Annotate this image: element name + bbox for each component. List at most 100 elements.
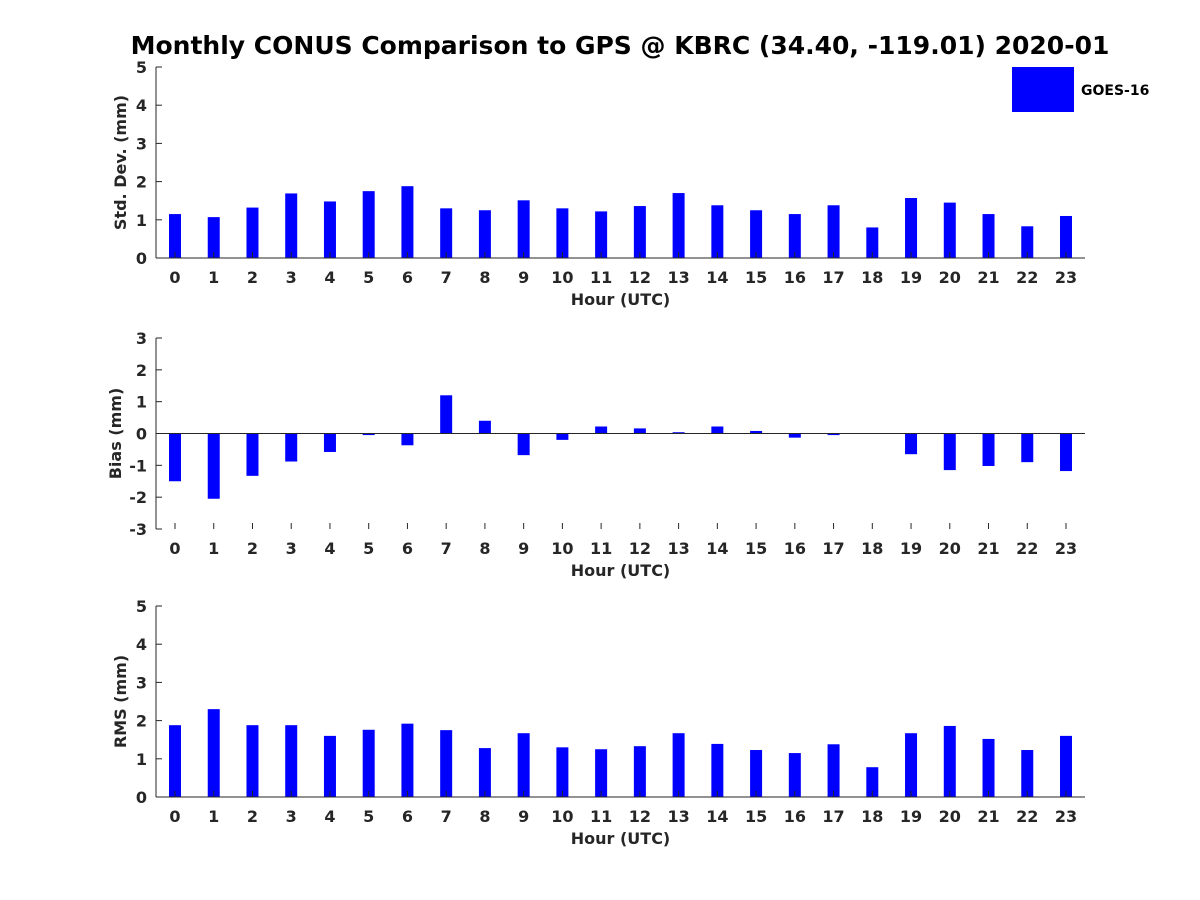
std-dev-bar-22 [1021,226,1034,258]
rms-x-tick-label: 23 [1055,807,1077,826]
std-dev-bar-7 [440,208,453,258]
std-dev-bar-17 [827,205,840,258]
bias-x-tick-label: 20 [939,539,961,558]
std-dev-bar-14 [711,205,724,258]
bias-bar-19 [905,433,918,455]
bias-bar-21 [982,433,995,466]
std-dev-bar-21 [982,214,995,258]
bias-x-tick-label: 2 [247,539,258,558]
bias-x-tick-label: 12 [629,539,651,558]
std-dev-bar-4 [323,201,336,258]
bias-x-tick-label: 11 [590,539,612,558]
std-dev-y-tick-label: 0 [136,249,147,268]
rms-x-tick-label: 13 [667,807,689,826]
bias-x-label: Hour (UTC) [571,561,671,580]
rms-bar-17 [827,744,840,797]
std-dev-bar-6 [401,186,414,258]
rms-x-tick-label: 22 [1016,807,1038,826]
std-dev-x-tick-label: 1 [208,268,219,287]
std-dev-x-label: Hour (UTC) [571,290,671,309]
rms-bar-15 [750,750,763,797]
bias-bar-17 [827,433,840,436]
rms-bar-12 [633,746,646,797]
bias-x-tick-label: 1 [208,539,219,558]
rms-x-tick-label: 6 [402,807,413,826]
rms-x-tick-label: 5 [363,807,374,826]
rms-y-tick-label: 3 [136,673,147,692]
std-dev-bar-12 [633,206,646,258]
bias-bar-15 [750,430,763,434]
rms-x-tick-label: 16 [784,807,806,826]
bias-bar-22 [1021,433,1034,463]
bias-y-tick-label: 0 [136,425,147,444]
std-dev-x-tick-label: 13 [667,268,689,287]
rms-y-tick-label: 4 [136,635,147,654]
bias-x-tick-label: 18 [861,539,883,558]
std-dev-bar-13 [672,193,685,258]
bias-y-tick-label: 1 [136,393,147,412]
bias-x-tick-label: 16 [784,539,806,558]
bias-bar-8 [478,420,491,434]
bias-bar-1 [207,433,220,499]
bias-x-tick-label: 13 [667,539,689,558]
bias-bar-14 [711,426,724,434]
bias-bar-10 [556,433,569,440]
rms-bar-18 [866,767,879,797]
rms-x-tick-label: 18 [861,807,883,826]
rms-y-tick-label: 2 [136,712,147,731]
std-dev-x-tick-label: 8 [479,268,490,287]
rms-bar-21 [982,738,995,797]
std-dev-x-tick-label: 14 [706,268,728,287]
bias-x-tick-label: 14 [706,539,728,558]
std-dev-x-tick-label: 18 [861,268,883,287]
rms-bar-8 [478,748,491,797]
std-dev-y-tick-label: 1 [136,211,147,230]
rms-bar-9 [517,733,530,797]
rms-bar-6 [401,723,414,797]
std-dev-x-tick-label: 10 [551,268,573,287]
std-dev-bar-10 [556,208,569,258]
rms-x-tick-label: 10 [551,807,573,826]
std-dev-x-tick-label: 19 [900,268,922,287]
bias-x-tick-label: 9 [518,539,529,558]
bias-bar-9 [517,433,530,456]
rms-x-tick-label: 1 [208,807,219,826]
rms-bar-11 [595,749,608,797]
rms-bar-14 [711,743,724,797]
rms-x-tick-label: 21 [977,807,999,826]
std-dev-bar-8 [478,210,491,258]
chart-title: Monthly CONUS Comparison to GPS @ KBRC (… [131,31,1110,60]
bias-x-tick-label: 23 [1055,539,1077,558]
std-dev-x-tick-label: 0 [169,268,180,287]
legend-label: GOES-16 [1081,83,1149,99]
std-dev-bar-16 [788,214,801,258]
legend-swatch [1012,67,1074,112]
bias-bar-20 [943,433,956,471]
rms-x-label: Hour (UTC) [571,829,671,848]
std-dev-bar-9 [517,200,530,258]
std-dev-bar-20 [943,202,956,258]
bias-x-tick-label: 8 [479,539,490,558]
rms-bar-10 [556,747,569,797]
bias-bar-11 [595,426,608,434]
bias-x-tick-label: 15 [745,539,767,558]
rms-bar-4 [323,735,336,797]
std-dev-bar-3 [285,193,298,258]
std-dev-bar-2 [246,207,259,258]
bias-y-tick-label: 2 [136,361,147,380]
bias-x-tick-label: 17 [822,539,844,558]
rms-bar-16 [788,753,801,797]
rms-x-tick-label: 2 [247,807,258,826]
bias-bar-5 [362,433,375,436]
std-dev-x-tick-label: 23 [1055,268,1077,287]
rms-bar-0 [169,725,181,797]
rms-x-tick-label: 20 [939,807,961,826]
std-dev-x-tick-label: 11 [590,268,612,287]
std-dev-y-tick-label: 2 [136,173,147,192]
rms-x-tick-label: 12 [629,807,651,826]
bias-y-tick-label: -1 [129,456,147,475]
